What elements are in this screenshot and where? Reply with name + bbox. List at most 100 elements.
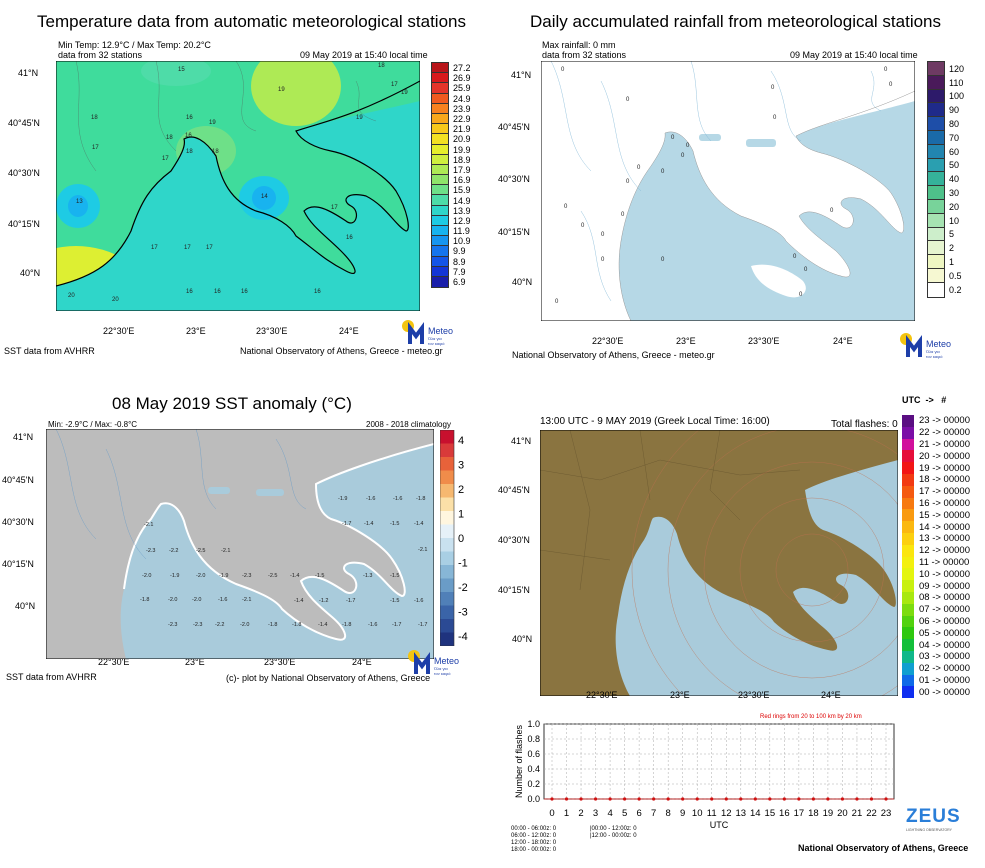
utc-legend-label: 04 -> 00000 bbox=[919, 639, 970, 651]
rain-colorbar-row: 5 bbox=[927, 226, 964, 243]
utc-legend-label: 07 -> 00000 bbox=[919, 604, 970, 616]
utc-legend-row: 20 -> 00000 bbox=[902, 450, 970, 463]
panel4-lat-41: 41°N bbox=[511, 436, 532, 446]
sst-colorbar-swatch bbox=[440, 632, 454, 646]
panel1-lat-4030: 40°30'N bbox=[8, 168, 40, 178]
panel1-min-max: Min Temp: 12.9°C / Max Temp: 20.2°C bbox=[58, 40, 211, 50]
station-value: 17 bbox=[331, 205, 338, 211]
utc-legend-label: 21 -> 00000 bbox=[919, 438, 970, 450]
station-value: 17 bbox=[92, 145, 99, 151]
svg-text:τον καιρό: τον καιρό bbox=[434, 671, 451, 676]
utc-legend-swatch bbox=[902, 473, 914, 486]
x-tick-label: 11 bbox=[707, 808, 717, 819]
utc-legend-label: 12 -> 00000 bbox=[919, 545, 970, 557]
rain-colorbar-row: 20 bbox=[927, 198, 964, 215]
zeus-logo: ZEUS LIGHTNING OBSERVATORY bbox=[906, 806, 961, 832]
station-value: 16 bbox=[214, 289, 221, 295]
temp-colorbar-swatch bbox=[431, 275, 449, 289]
utc-legend-swatch bbox=[902, 627, 914, 640]
rain-value: 0 bbox=[564, 204, 568, 210]
utc-legend-label: 03 -> 00000 bbox=[919, 651, 970, 663]
panel3-footer-right: (c)- plot by National Observatory of Ath… bbox=[226, 673, 431, 683]
utc-legend-label: 18 -> 00000 bbox=[919, 474, 970, 486]
rain-colorbar-row: 70 bbox=[927, 129, 964, 146]
sst-colorbar-swatch bbox=[440, 524, 454, 538]
temp-colorbar-row: 6.9 bbox=[431, 275, 471, 289]
anomaly-value: -1.5 bbox=[315, 573, 324, 579]
x-tick-label: 1 bbox=[564, 808, 569, 819]
rain-colorbar-row: 100 bbox=[927, 88, 965, 105]
rain-value: 0 bbox=[561, 67, 565, 73]
utc-legend-row: 08 -> 00000 bbox=[902, 591, 970, 604]
y-tick-label: 0.4 bbox=[527, 764, 540, 774]
x-tick-label: 0 bbox=[549, 808, 554, 819]
utc-legend-row: 10 -> 00000 bbox=[902, 568, 970, 581]
temp-colorbar-label: 14.9 bbox=[453, 195, 471, 206]
anomaly-value: -2.3 bbox=[242, 573, 251, 579]
utc-legend-swatch bbox=[902, 544, 914, 557]
utc-legend-swatch bbox=[902, 415, 914, 427]
x-tick-label: 18 bbox=[808, 808, 819, 819]
temp-colorbar-label: 12.9 bbox=[453, 215, 471, 226]
panel4-lon-24: 24°E bbox=[821, 690, 841, 700]
anomaly-value: -2.0 bbox=[142, 573, 151, 579]
anomaly-value: -1.9 bbox=[338, 496, 347, 502]
utc-legend-swatch bbox=[902, 591, 914, 604]
rain-value: 0 bbox=[793, 254, 797, 260]
anomaly-value: -1.9 bbox=[219, 573, 228, 579]
utc-legend-row: 14 -> 00000 bbox=[902, 521, 970, 533]
utc-legend-label: 20 -> 00000 bbox=[919, 450, 970, 462]
x-tick-label: 4 bbox=[607, 808, 612, 819]
sst-colorbar-swatch bbox=[440, 605, 454, 619]
sst-colorbar-swatch bbox=[440, 470, 454, 484]
x-tick-label: 15 bbox=[765, 808, 776, 819]
utc-legend-row: 19 -> 00000 bbox=[902, 462, 970, 474]
utc-legend-label: 08 -> 00000 bbox=[919, 592, 970, 604]
utc-legend-swatch bbox=[902, 650, 914, 663]
utc-legend-label: 19 -> 00000 bbox=[919, 462, 970, 474]
anomaly-value: -2.2 bbox=[215, 622, 224, 628]
utc-legend-row: 18 -> 00000 bbox=[902, 473, 970, 486]
rain-colorbar-row: 60 bbox=[927, 143, 964, 160]
anomaly-value: -1.5 bbox=[390, 521, 399, 527]
x-tick-label: 16 bbox=[779, 808, 790, 819]
panel1-stations: data from 32 stations bbox=[58, 50, 143, 60]
panel2-title: Daily accumulated rainfall from meteorol… bbox=[530, 12, 942, 31]
anomaly-value: -1.5 bbox=[390, 598, 399, 604]
anomaly-value: -1.8 bbox=[416, 496, 425, 502]
rain-value: 0 bbox=[601, 257, 605, 263]
rain-colorbar-swatch bbox=[927, 281, 945, 298]
temp-colorbar-label: 24.9 bbox=[453, 93, 471, 104]
anomaly-value: -1.4 bbox=[318, 622, 327, 628]
anomaly-value: -2.2 bbox=[169, 548, 178, 554]
rain-colorbar-row: 120 bbox=[927, 61, 964, 77]
station-value: 20 bbox=[68, 293, 75, 299]
sst-colorbar-swatch bbox=[440, 619, 454, 633]
rain-value: 0 bbox=[626, 179, 630, 185]
utc-legend-swatch bbox=[902, 438, 914, 451]
anomaly-value: -1.7 bbox=[418, 622, 427, 628]
rain-value: 0 bbox=[671, 135, 675, 141]
station-value: 15 bbox=[178, 67, 185, 73]
panel4-lat-40: 40°N bbox=[512, 634, 533, 644]
rain-colorbar-label: 100 bbox=[949, 91, 965, 102]
rain-value: 0 bbox=[661, 169, 665, 175]
x-tick-label: 19 bbox=[823, 808, 834, 819]
utc-legend-row: 21 -> 00000 bbox=[902, 438, 970, 451]
sst-colorbar-label: -4 bbox=[458, 631, 468, 643]
station-value: 20 bbox=[112, 297, 119, 303]
utc-legend-row: 05 -> 00000 bbox=[902, 627, 970, 640]
utc-legend-swatch bbox=[902, 686, 914, 699]
panel2-lon-2230: 22°30'E bbox=[592, 336, 624, 346]
x-tick-label: 21 bbox=[852, 808, 863, 819]
panel3-colorbar: 4 3 2 1 0 -1 -2 -3 -4 bbox=[440, 430, 468, 646]
panel4-lat-4015: 40°15'N bbox=[498, 585, 530, 595]
panel2-colorbar: 120 110 100 90 80 70 60 50 40 30 20 10 5 2 1 0.5 0.2 bbox=[927, 61, 965, 298]
x-tick-label: 17 bbox=[794, 808, 805, 819]
station-value: 16 bbox=[241, 289, 248, 295]
rain-colorbar-row: 0.5 bbox=[927, 267, 964, 284]
temp-colorbar-label: 19.9 bbox=[453, 144, 471, 155]
sst-colorbar-label: 1 bbox=[458, 509, 464, 521]
sst-colorbar-swatch bbox=[440, 578, 454, 592]
rain-value: 0 bbox=[626, 97, 630, 103]
